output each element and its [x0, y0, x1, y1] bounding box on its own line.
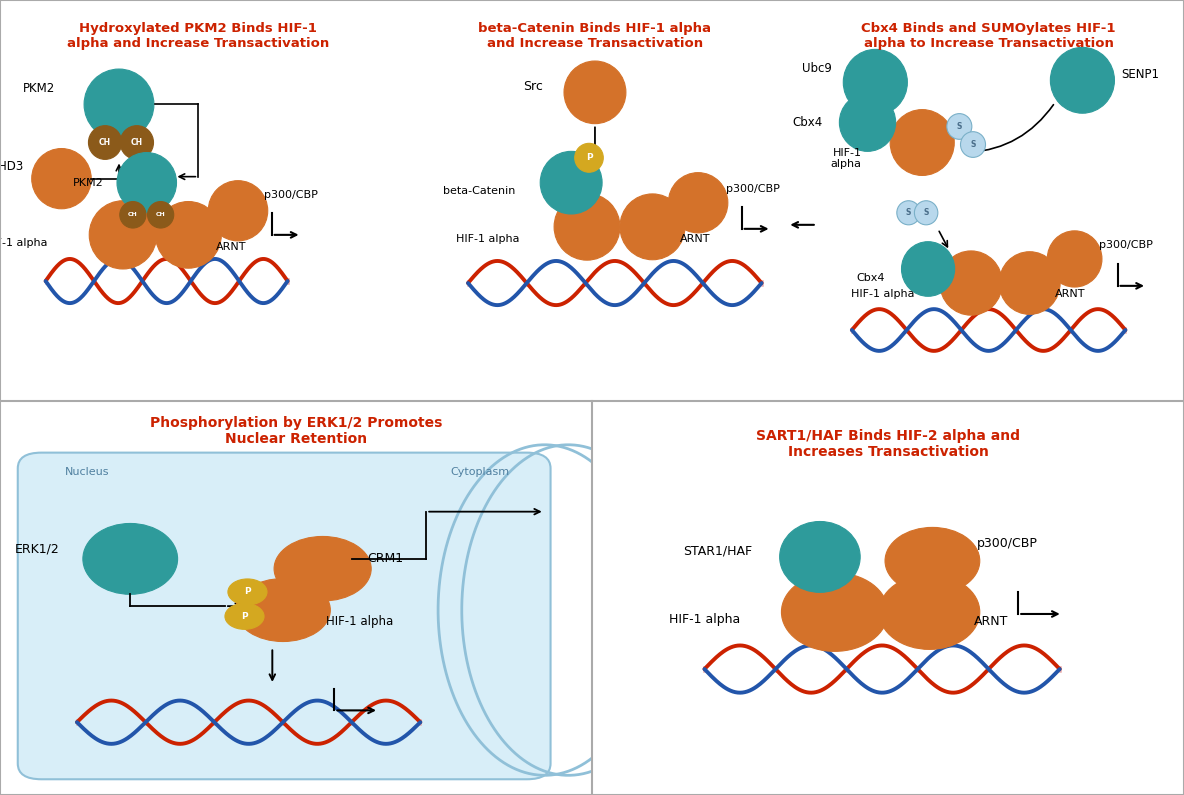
FancyBboxPatch shape — [18, 452, 551, 779]
Ellipse shape — [914, 200, 938, 225]
Ellipse shape — [89, 126, 122, 159]
Text: p300/CBP: p300/CBP — [1099, 240, 1153, 250]
Text: CH: CH — [130, 138, 143, 147]
Text: ARNT: ARNT — [974, 615, 1009, 628]
Text: p300/CBP: p300/CBP — [726, 184, 780, 194]
Text: ARNT: ARNT — [681, 234, 710, 244]
Text: P: P — [244, 588, 251, 596]
Ellipse shape — [839, 94, 895, 151]
Text: ARNT: ARNT — [217, 242, 246, 252]
Ellipse shape — [554, 193, 620, 260]
Text: P: P — [586, 153, 592, 162]
Ellipse shape — [780, 522, 860, 592]
Text: HIF-1 alpha: HIF-1 alpha — [669, 614, 740, 626]
Ellipse shape — [1050, 48, 1114, 113]
Text: S: S — [957, 122, 963, 131]
Text: beta-Catenin: beta-Catenin — [443, 186, 516, 196]
Text: Nucleus: Nucleus — [65, 467, 110, 477]
Text: CRM1: CRM1 — [367, 553, 404, 565]
Text: S: S — [971, 140, 976, 149]
Ellipse shape — [32, 149, 91, 209]
Text: CH: CH — [99, 138, 111, 147]
Ellipse shape — [540, 151, 603, 214]
Ellipse shape — [208, 180, 268, 241]
Ellipse shape — [960, 132, 985, 157]
Ellipse shape — [890, 110, 954, 176]
Ellipse shape — [120, 202, 146, 228]
Text: STAR1/HAF: STAR1/HAF — [683, 545, 752, 557]
Ellipse shape — [227, 579, 266, 605]
Text: CH: CH — [156, 212, 166, 217]
Text: Phosphorylation by ERK1/2 Promotes
Nuclear Retention: Phosphorylation by ERK1/2 Promotes Nucle… — [150, 416, 442, 446]
Text: PKM2: PKM2 — [24, 82, 56, 95]
Ellipse shape — [999, 252, 1060, 314]
Ellipse shape — [896, 200, 920, 225]
Text: HIF-1 alpha: HIF-1 alpha — [851, 289, 914, 299]
Ellipse shape — [940, 251, 1003, 315]
Text: PHD3: PHD3 — [0, 160, 24, 173]
Ellipse shape — [225, 603, 264, 630]
Ellipse shape — [574, 143, 604, 173]
Text: SENP1: SENP1 — [1121, 68, 1159, 81]
Text: HIF-1 alpha: HIF-1 alpha — [456, 234, 520, 244]
Ellipse shape — [236, 579, 330, 642]
Text: Cytoplasm: Cytoplasm — [450, 467, 509, 477]
Text: ERK1/2: ERK1/2 — [14, 542, 59, 556]
Ellipse shape — [781, 572, 888, 651]
Ellipse shape — [843, 49, 907, 115]
Ellipse shape — [275, 537, 372, 601]
Text: SART1/HAF Binds HIF-2 alpha and
Increases Transactivation: SART1/HAF Binds HIF-2 alpha and Increase… — [757, 429, 1019, 460]
Text: Cbx4: Cbx4 — [792, 116, 823, 129]
Ellipse shape — [1048, 231, 1102, 287]
Text: CH: CH — [128, 212, 137, 217]
Text: S: S — [906, 208, 912, 217]
Ellipse shape — [886, 527, 980, 595]
Ellipse shape — [620, 194, 686, 260]
Ellipse shape — [879, 575, 980, 650]
Ellipse shape — [117, 153, 176, 213]
Ellipse shape — [901, 242, 954, 297]
Text: p300/CBP: p300/CBP — [264, 190, 317, 200]
Text: HIF-1 alpha: HIF-1 alpha — [326, 615, 393, 628]
Ellipse shape — [564, 61, 626, 124]
Text: Src: Src — [523, 80, 543, 93]
Ellipse shape — [84, 69, 154, 140]
Text: Cbx4: Cbx4 — [856, 273, 886, 283]
Text: p300/CBP: p300/CBP — [977, 537, 1037, 549]
Text: Cbx4 Binds and SUMOylates HIF-1
alpha to Increase Transactivation: Cbx4 Binds and SUMOylates HIF-1 alpha to… — [862, 22, 1115, 50]
Text: ARNT: ARNT — [1055, 289, 1086, 299]
Text: S: S — [924, 208, 928, 217]
Ellipse shape — [89, 201, 156, 269]
Ellipse shape — [947, 114, 972, 139]
Text: Hydroxylated PKM2 Binds HIF-1
alpha and Increase Transactivation: Hydroxylated PKM2 Binds HIF-1 alpha and … — [67, 22, 329, 50]
Text: PKM2: PKM2 — [72, 177, 103, 188]
Text: HIF-1
alpha: HIF-1 alpha — [831, 148, 862, 169]
Ellipse shape — [83, 523, 178, 595]
Ellipse shape — [668, 173, 728, 233]
Text: HIF-1 alpha: HIF-1 alpha — [0, 238, 47, 248]
Ellipse shape — [155, 202, 221, 268]
Ellipse shape — [148, 202, 174, 228]
Ellipse shape — [121, 126, 154, 159]
Text: P: P — [242, 612, 247, 621]
Text: beta-Catenin Binds HIF-1 alpha
and Increase Transactivation: beta-Catenin Binds HIF-1 alpha and Incre… — [478, 22, 712, 50]
Text: Ubc9: Ubc9 — [803, 62, 832, 75]
